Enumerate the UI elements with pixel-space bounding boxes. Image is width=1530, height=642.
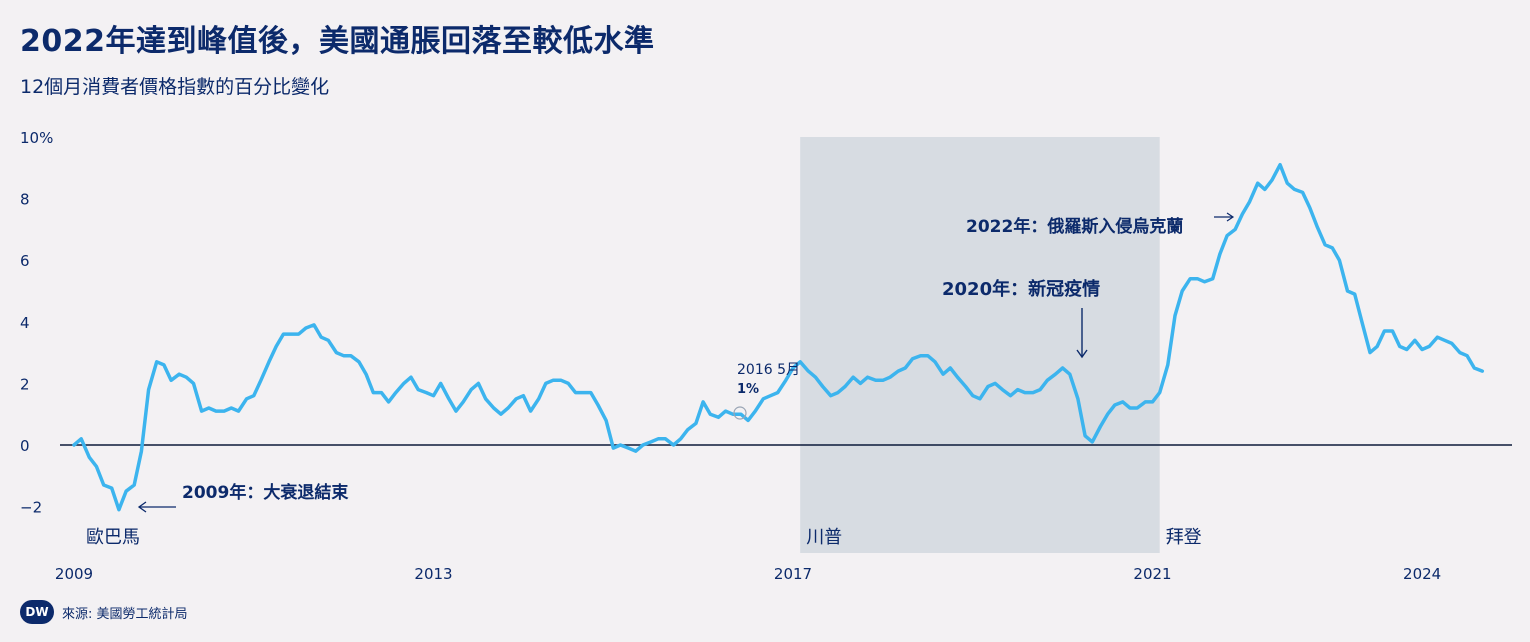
x-tick-label: 2024 [1403, 565, 1441, 583]
chart-subtitle: 12個月消費者價格指數的百分比變化 [20, 76, 330, 98]
y-tick-label: 10% [20, 129, 53, 147]
president-label: 拜登 [1166, 527, 1202, 548]
annotation-arrow-head [1226, 212, 1235, 222]
annotation-marker [733, 406, 747, 420]
annotation-may-2016: 2016 5月 [737, 362, 800, 378]
president-label: 川普 [806, 527, 842, 548]
annotation-recession-end: 2009年：大衰退結束 [182, 482, 348, 503]
cpi-series-line [72, 162, 1485, 512]
dw-logo: DW [20, 600, 54, 624]
chart-title: 2022年達到峰值後，美國通脹回落至較低水準 [20, 24, 655, 59]
annotation-arrow-head [1076, 349, 1088, 359]
president-label: 歐巴馬 [86, 527, 140, 548]
y-tick-label: −2 [20, 499, 42, 517]
y-tick-label: 8 [20, 191, 30, 209]
annotation-arrow-head [137, 501, 147, 513]
annotation-ukraine: 2022年：俄羅斯入侵烏克蘭 [966, 216, 1183, 237]
footer: DW 來源: 美國勞工統計局 [20, 600, 188, 624]
shaded-period-band [800, 137, 1160, 553]
x-tick-label: 2013 [414, 565, 452, 583]
annotation-may-2016-value: 1% [737, 382, 759, 397]
x-tick-label: 2009 [55, 565, 93, 583]
x-tick-label: 2017 [774, 565, 812, 583]
x-tick-label: 2021 [1133, 565, 1171, 583]
source-note: 來源: 美國勞工統計局 [62, 606, 188, 622]
y-tick-label: 4 [20, 314, 30, 332]
y-tick-label: 2 [20, 375, 30, 393]
y-tick-label: 0 [20, 437, 30, 455]
annotation-covid: 2020年：新冠疫情 [942, 278, 1100, 300]
inflation-line-chart: 10% 8 6 4 2 0 −2 2009 2013 2017 2021 2024 歐巴馬 川普 拜登 200… [20, 129, 1512, 583]
y-tick-label: 6 [20, 252, 30, 270]
